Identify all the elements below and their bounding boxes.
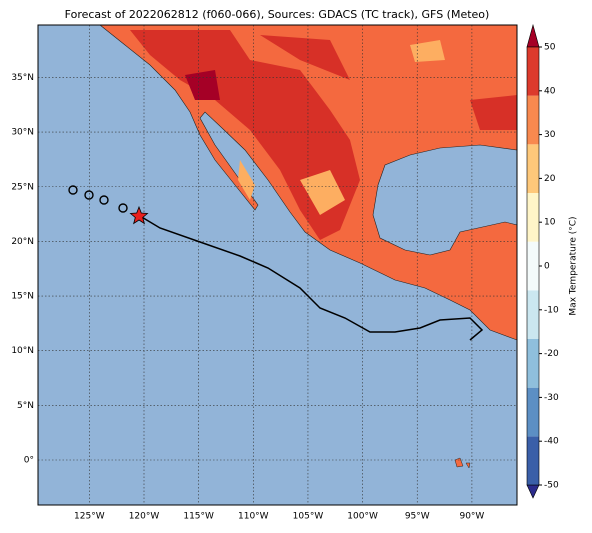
colorbar-segment xyxy=(527,387,539,437)
colorbar-tick-label: -50 xyxy=(544,481,559,491)
colorbar-tick-label: 50 xyxy=(544,43,556,53)
lat-tick-label: 25°N xyxy=(11,182,34,192)
lon-tick-label: 120°W xyxy=(129,512,160,522)
lat-tick-label: 10°N xyxy=(11,346,34,356)
colorbar: 50 40 30 20 10 0 -10 -20 -30 -40 -50 xyxy=(526,23,559,499)
lon-tick-label: 95°W xyxy=(405,512,430,522)
colorbar-tick-label: -40 xyxy=(544,437,559,447)
colorbar-tick-label: -10 xyxy=(544,305,559,315)
cyclone-positions xyxy=(68,185,128,213)
colorbar-segment xyxy=(527,241,539,291)
hottest-land xyxy=(185,70,220,100)
lon-tick-label: 110°W xyxy=(238,512,269,522)
colorbar-extend-min xyxy=(526,484,540,499)
colorbar-tick-label: 10 xyxy=(544,218,556,228)
cyclone-track xyxy=(139,215,484,341)
current-position-star xyxy=(129,205,149,225)
colorbar-segment xyxy=(527,193,539,242)
lat-tick-label: 30°N xyxy=(11,128,34,138)
islands xyxy=(454,457,471,469)
cyclone-symbol xyxy=(118,203,128,213)
colorbar-segment xyxy=(527,95,539,145)
lon-tick-label: 105°W xyxy=(293,512,324,522)
graticule xyxy=(38,25,517,505)
colorbar-segment xyxy=(527,144,539,193)
colorbar-tick-label: -30 xyxy=(544,393,559,403)
lon-tick-label: 90°W xyxy=(459,512,484,522)
lon-tick-label: 100°W xyxy=(347,512,378,522)
lat-tick-label: 5°N xyxy=(17,401,34,411)
lat-tick-label: 20°N xyxy=(11,237,34,247)
lat-tick-label: 15°N xyxy=(11,292,34,302)
hot-land xyxy=(130,30,517,240)
colorbar-label: Max Temperature (°C) xyxy=(569,216,579,315)
colorbar-segment xyxy=(527,47,539,96)
lat-tick-label: 0° xyxy=(24,456,34,466)
colorbar-segment xyxy=(527,339,539,388)
map-area xyxy=(37,24,518,506)
cyclone-symbol xyxy=(84,190,94,200)
cyclone-symbol xyxy=(68,185,78,195)
colorbar-tick-label: 40 xyxy=(544,86,556,96)
mild-land xyxy=(238,40,445,215)
lon-tick-label: 125°W xyxy=(74,512,105,522)
lat-tick-label: 35°N xyxy=(11,73,34,83)
colorbar-segment xyxy=(527,436,539,485)
lon-tick-label: 115°W xyxy=(183,512,214,522)
colorbar-tick-label: 20 xyxy=(544,174,556,184)
colorbar-tick-label: 0 xyxy=(544,262,550,272)
map-frame xyxy=(37,24,518,506)
cyclone-symbol xyxy=(99,195,109,205)
colorbar-tick-label: 30 xyxy=(544,130,556,140)
colorbar-tick-label: -20 xyxy=(544,349,559,359)
title: Forecast of 2022062812 (f060-066), Sourc… xyxy=(65,8,490,21)
colorbar-segment xyxy=(527,290,539,339)
colorbar-extend-max xyxy=(526,23,540,48)
